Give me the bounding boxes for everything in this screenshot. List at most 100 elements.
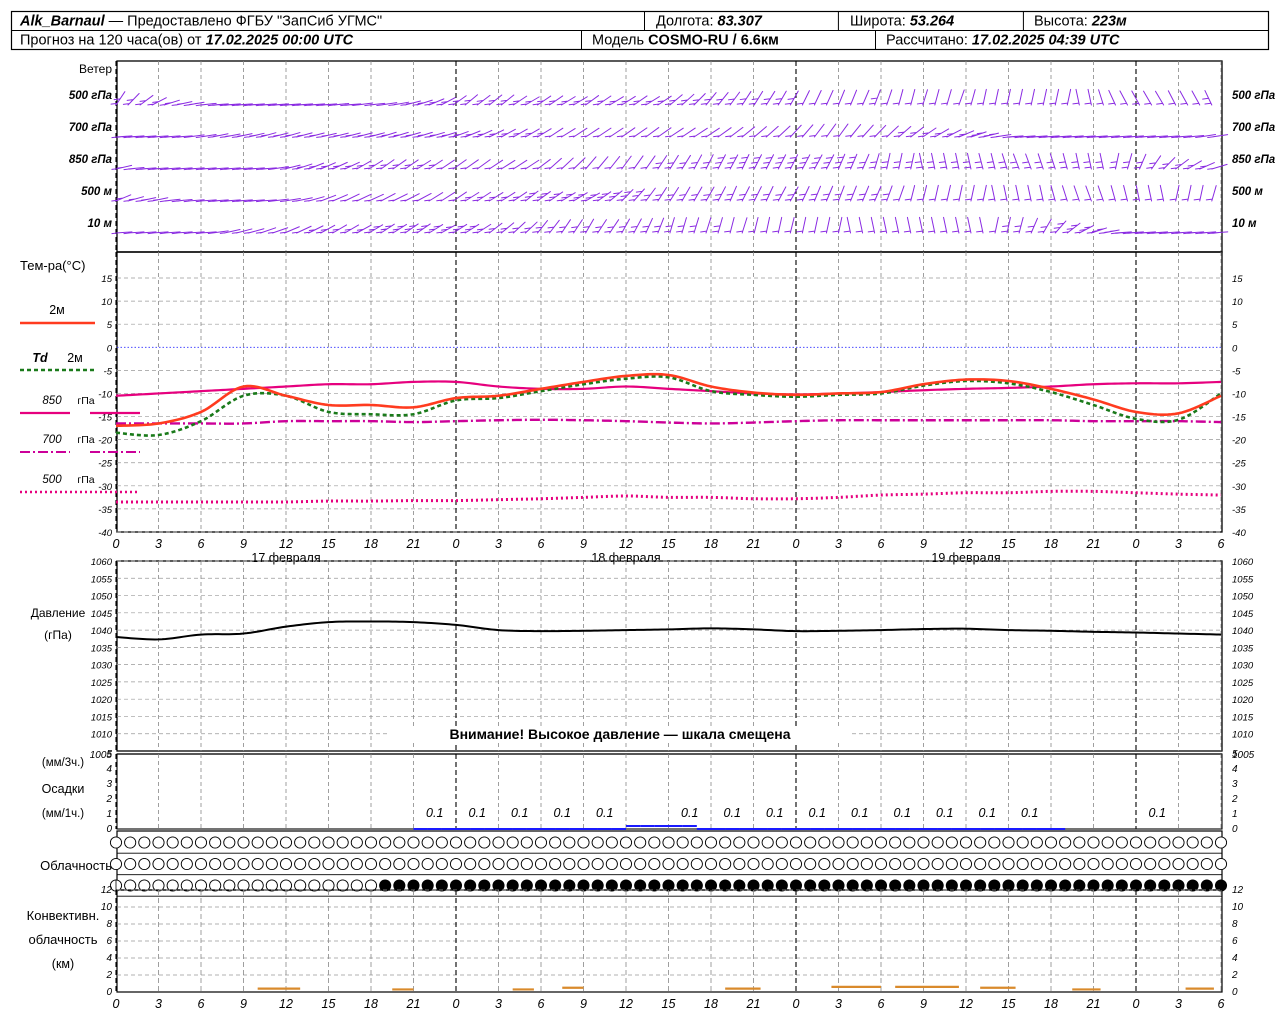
svg-text:8: 8 — [106, 919, 112, 930]
svg-text:4: 4 — [106, 953, 112, 964]
svg-text:Широта: 53.264: Широта: 53.264 — [850, 14, 954, 30]
svg-text:Тем-ра(°С): Тем-ра(°С) — [20, 258, 85, 273]
svg-text:1: 1 — [1232, 809, 1238, 820]
svg-text:12: 12 — [619, 997, 633, 1011]
svg-text:15: 15 — [662, 997, 676, 1011]
svg-text:1035: 1035 — [91, 643, 113, 654]
svg-text:0: 0 — [107, 343, 113, 354]
svg-text:12: 12 — [619, 537, 633, 551]
svg-text:0: 0 — [793, 997, 800, 1011]
svg-text:10: 10 — [101, 902, 113, 913]
svg-text:1050: 1050 — [91, 592, 113, 603]
svg-text:9: 9 — [920, 537, 927, 551]
svg-text:3: 3 — [835, 997, 842, 1011]
svg-text:4: 4 — [1232, 764, 1238, 775]
svg-text:-10: -10 — [1232, 389, 1246, 400]
svg-text:15: 15 — [662, 537, 676, 551]
svg-text:10 м: 10 м — [1232, 218, 1257, 230]
svg-text:15: 15 — [1002, 537, 1016, 551]
svg-text:0: 0 — [453, 537, 460, 551]
svg-text:-15: -15 — [98, 413, 112, 424]
svg-text:0.1: 0.1 — [469, 806, 486, 820]
svg-text:21: 21 — [406, 997, 421, 1011]
svg-text:Конвективн.: Конвективн. — [27, 908, 100, 923]
svg-text:0.1: 0.1 — [511, 806, 528, 820]
svg-text:5: 5 — [107, 320, 113, 331]
svg-text:Модель COSMO-RU / 6.6км: Модель COSMO-RU / 6.6км — [592, 33, 779, 49]
svg-text:Alk_Barnaul — Предоставлено: Alk_Barnaul — Предоставлено ФГБУ "ЗапСиб… — [19, 14, 382, 30]
svg-text:0.1: 0.1 — [1149, 806, 1166, 820]
svg-text:2: 2 — [105, 970, 112, 981]
svg-text:Облачность: Облачность — [40, 858, 112, 873]
svg-text:12: 12 — [279, 537, 293, 551]
svg-text:Ветер: Ветер — [79, 62, 112, 76]
svg-text:6: 6 — [1218, 997, 1225, 1011]
svg-text:0.1: 0.1 — [894, 806, 911, 820]
svg-text:700 гПа: 700 гПа — [1232, 122, 1276, 134]
svg-text:0.1: 0.1 — [851, 806, 868, 820]
svg-text:15: 15 — [322, 997, 336, 1011]
svg-text:3: 3 — [495, 537, 502, 551]
svg-text:12: 12 — [959, 997, 973, 1011]
svg-text:3: 3 — [1175, 537, 1182, 551]
svg-text:21: 21 — [746, 537, 761, 551]
svg-text:500 м: 500 м — [1232, 186, 1263, 198]
svg-text:15: 15 — [322, 537, 336, 551]
svg-text:9: 9 — [240, 997, 247, 1011]
svg-text:0.1: 0.1 — [766, 806, 783, 820]
svg-text:0: 0 — [793, 537, 800, 551]
svg-text:6: 6 — [1218, 537, 1225, 551]
svg-text:9: 9 — [920, 997, 927, 1011]
svg-text:(мм/1ч.): (мм/1ч.) — [42, 808, 84, 820]
svg-text:9: 9 — [580, 537, 587, 551]
svg-text:2м: 2м — [67, 351, 83, 365]
svg-text:Долгота: 83.307: Долгота: 83.307 — [656, 14, 763, 30]
svg-text:-30: -30 — [1232, 482, 1246, 493]
svg-text:21: 21 — [1086, 997, 1101, 1011]
svg-text:6: 6 — [1232, 936, 1238, 947]
svg-text:850: 850 — [42, 395, 62, 407]
svg-text:1010: 1010 — [1232, 730, 1254, 741]
svg-text:18: 18 — [364, 997, 378, 1011]
svg-text:12: 12 — [279, 997, 293, 1011]
svg-text:0.1: 0.1 — [554, 806, 571, 820]
svg-text:18: 18 — [704, 997, 718, 1011]
svg-text:-20: -20 — [1232, 436, 1246, 447]
svg-text:15: 15 — [101, 274, 112, 285]
svg-text:1055: 1055 — [91, 574, 113, 585]
svg-text:3: 3 — [155, 537, 162, 551]
svg-text:0: 0 — [1232, 824, 1238, 835]
svg-text:1015: 1015 — [1232, 712, 1254, 723]
svg-text:Td: Td — [32, 351, 48, 365]
svg-text:700: 700 — [42, 434, 62, 446]
svg-text:500: 500 — [42, 474, 62, 486]
svg-text:(мм/3ч.): (мм/3ч.) — [42, 757, 84, 769]
svg-text:21: 21 — [406, 537, 421, 551]
svg-text:гПа: гПа — [77, 434, 94, 446]
svg-text:10: 10 — [101, 297, 112, 308]
svg-text:5: 5 — [106, 749, 112, 760]
svg-text:15: 15 — [1232, 274, 1243, 285]
svg-text:1060: 1060 — [1232, 557, 1254, 568]
svg-text:гПа: гПа — [77, 474, 94, 486]
svg-text:3: 3 — [106, 779, 112, 790]
svg-text:5: 5 — [1232, 749, 1238, 760]
svg-text:9: 9 — [580, 997, 587, 1011]
svg-text:1020: 1020 — [91, 695, 113, 706]
svg-text:1015: 1015 — [91, 712, 113, 723]
svg-text:0: 0 — [113, 997, 120, 1011]
svg-text:500 гПа: 500 гПа — [1232, 90, 1276, 102]
svg-text:15: 15 — [1002, 997, 1016, 1011]
svg-text:18: 18 — [364, 537, 378, 551]
svg-text:1060: 1060 — [91, 557, 113, 568]
svg-text:10: 10 — [1232, 902, 1244, 913]
svg-text:8: 8 — [1232, 919, 1238, 930]
svg-text:6: 6 — [198, 997, 205, 1011]
svg-text:0: 0 — [1133, 537, 1140, 551]
svg-text:18: 18 — [704, 537, 718, 551]
svg-text:1045: 1045 — [1232, 609, 1254, 620]
svg-text:1030: 1030 — [1232, 661, 1254, 672]
svg-text:1020: 1020 — [1232, 695, 1254, 706]
svg-text:0.1: 0.1 — [724, 806, 741, 820]
svg-text:850 гПа: 850 гПа — [69, 154, 113, 166]
